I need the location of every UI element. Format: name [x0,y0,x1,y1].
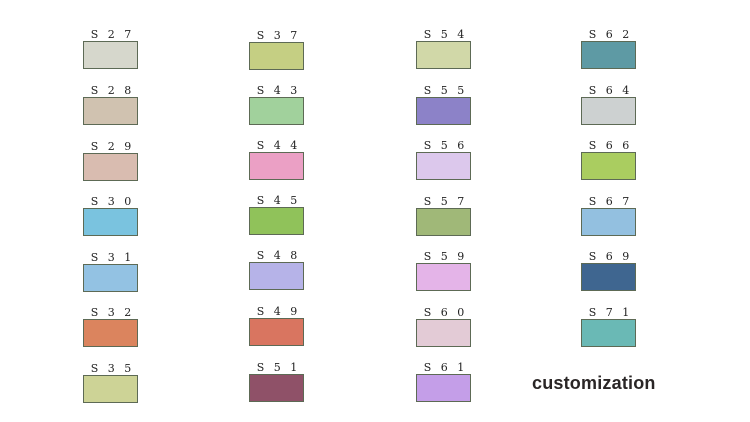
swatch-color-box[interactable] [581,263,636,291]
swatch-label: S 4 5 [256,194,301,207]
swatch-label: S 6 6 [588,139,633,152]
swatch-color-box[interactable] [581,97,636,125]
swatch-s28[interactable]: S 2 8 [83,85,153,125]
swatch-label: S 7 1 [588,306,633,319]
swatch-color-box[interactable] [249,262,304,290]
swatch-label: S 5 1 [256,361,301,374]
swatch-s64[interactable]: S 6 4 [581,85,651,125]
swatch-color-box[interactable] [581,41,636,69]
swatch-s66[interactable]: S 6 6 [581,140,651,180]
brand-logo-text: customization [532,373,656,393]
swatch-s30[interactable]: S 3 0 [83,196,153,236]
swatch-label: S 3 7 [256,29,301,42]
swatch-label: S 6 2 [588,28,633,41]
swatch-color-box[interactable] [83,375,138,403]
swatch-s67[interactable]: S 6 7 [581,196,651,236]
swatch-s69[interactable]: S 6 9 [581,251,651,291]
swatch-s37[interactable]: S 3 7 [249,30,319,70]
swatch-label: S 4 8 [256,249,301,262]
swatch-s35[interactable]: S 3 5 [83,363,153,403]
swatch-s45[interactable]: S 4 5 [249,195,319,235]
swatch-label: S 5 6 [423,139,468,152]
swatch-color-box[interactable] [249,207,304,235]
swatch-color-box[interactable] [83,264,138,292]
swatch-label: S 3 5 [90,362,135,375]
swatch-s32[interactable]: S 3 2 [83,307,153,347]
swatch-color-box[interactable] [83,208,138,236]
swatch-s62[interactable]: S 6 2 [581,29,651,69]
swatch-label: S 5 4 [423,28,468,41]
swatch-color-box[interactable] [249,374,304,402]
swatch-s55[interactable]: S 5 5 [416,85,486,125]
swatch-label: S 6 7 [588,195,633,208]
swatch-color-box[interactable] [249,152,304,180]
swatch-color-box[interactable] [83,153,138,181]
swatch-label: S 4 4 [256,139,301,152]
swatch-color-box[interactable] [83,41,138,69]
swatch-s51[interactable]: S 5 1 [249,362,319,402]
swatch-label: S 2 9 [90,140,135,153]
swatch-s54[interactable]: S 5 4 [416,29,486,69]
swatch-label: S 2 8 [90,84,135,97]
swatch-color-box[interactable] [416,97,471,125]
swatch-color-box[interactable] [83,319,138,347]
swatch-label: S 6 0 [423,306,468,319]
swatch-color-box[interactable] [581,152,636,180]
swatch-label: S 5 5 [423,84,468,97]
swatch-s49[interactable]: S 4 9 [249,306,319,346]
swatch-color-box[interactable] [249,318,304,346]
swatch-label: S 6 9 [588,250,633,263]
swatch-s59[interactable]: S 5 9 [416,251,486,291]
swatch-label: S 3 2 [90,306,135,319]
swatch-color-box[interactable] [249,97,304,125]
swatch-color-box[interactable] [416,263,471,291]
swatch-color-box[interactable] [249,42,304,70]
swatch-s44[interactable]: S 4 4 [249,140,319,180]
swatch-label: S 6 4 [588,84,633,97]
swatch-label: S 3 1 [90,251,135,264]
swatch-s48[interactable]: S 4 8 [249,250,319,290]
swatch-label: S 4 9 [256,305,301,318]
swatch-label: S 5 7 [423,195,468,208]
swatch-s43[interactable]: S 4 3 [249,85,319,125]
swatch-label: S 6 1 [423,361,468,374]
swatch-label: S 5 9 [423,250,468,263]
swatch-color-box[interactable] [416,41,471,69]
swatch-label: S 3 0 [90,195,135,208]
swatch-s71[interactable]: S 7 1 [581,307,651,347]
swatch-s56[interactable]: S 5 6 [416,140,486,180]
swatch-s31[interactable]: S 3 1 [83,252,153,292]
swatch-s27[interactable]: S 2 7 [83,29,153,69]
swatch-color-box[interactable] [416,319,471,347]
swatch-color-box[interactable] [83,97,138,125]
swatch-color-box[interactable] [581,319,636,347]
swatch-s29[interactable]: S 2 9 [83,141,153,181]
swatch-color-box[interactable] [581,208,636,236]
swatch-s57[interactable]: S 5 7 [416,196,486,236]
swatch-label: S 4 3 [256,84,301,97]
swatch-label: S 2 7 [90,28,135,41]
swatch-s61[interactable]: S 6 1 [416,362,486,402]
swatch-color-box[interactable] [416,374,471,402]
swatch-color-box[interactable] [416,152,471,180]
swatch-s60[interactable]: S 6 0 [416,307,486,347]
swatch-color-box[interactable] [416,208,471,236]
